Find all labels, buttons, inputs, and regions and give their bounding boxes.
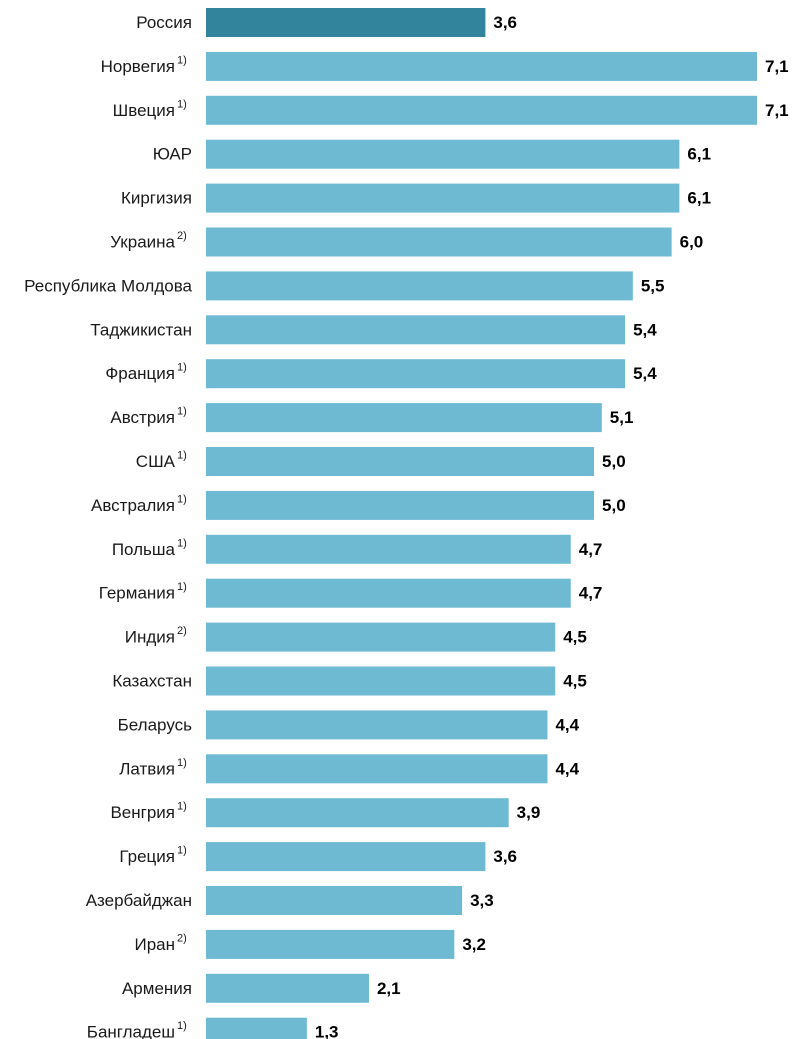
value-label-4: 6,1 — [687, 145, 711, 164]
value-label-2: 7,1 — [765, 57, 789, 76]
category-label-23: Армения — [122, 979, 192, 998]
value-label-22: 3,2 — [462, 935, 486, 954]
value-label-23: 2,1 — [377, 979, 401, 998]
bar-18 — [206, 754, 548, 784]
bar-16 — [206, 666, 556, 696]
footnote-marker-10: 1) — [177, 406, 187, 418]
value-label-24: 1,3 — [315, 1023, 339, 1039]
bar-9 — [206, 359, 626, 389]
bar-6 — [206, 227, 672, 257]
value-label-8: 5,4 — [633, 320, 657, 339]
category-label-5: Киргизия — [121, 189, 192, 208]
category-label-13: Польша — [112, 540, 176, 559]
category-label-2: Норвегия — [101, 57, 175, 76]
category-label-18: Латвия — [119, 759, 175, 778]
value-label-11: 5,0 — [602, 452, 626, 471]
category-label-4: ЮАР — [153, 145, 192, 164]
value-label-18: 4,4 — [555, 759, 579, 778]
category-label-12: Австралия — [91, 496, 175, 515]
bar-3 — [206, 95, 757, 125]
bar-23 — [206, 973, 369, 1003]
bar-14 — [206, 578, 571, 608]
category-label-16: Казахстан — [112, 672, 192, 691]
value-label-6: 6,0 — [680, 233, 704, 252]
bar-17 — [206, 710, 548, 740]
footnote-marker-11: 1) — [177, 450, 187, 462]
category-label-6: Украина — [110, 233, 175, 252]
category-label-10: Австрия — [110, 408, 175, 427]
value-label-16: 4,5 — [563, 672, 587, 691]
bar-10 — [206, 403, 602, 433]
footnote-marker-15: 2) — [177, 625, 187, 637]
bar-22 — [206, 929, 455, 959]
category-label-21: Азербайджан — [86, 891, 192, 910]
bar-20 — [206, 842, 486, 872]
footnote-marker-6: 2) — [177, 230, 187, 242]
footnote-marker-22: 2) — [177, 932, 187, 944]
value-label-20: 3,6 — [493, 847, 517, 866]
category-label-17: Беларусь — [118, 715, 192, 734]
bar-2 — [206, 51, 757, 81]
category-label-3: Швеция — [113, 101, 175, 120]
value-label-7: 5,5 — [641, 276, 665, 295]
category-label-14: Германия — [99, 584, 175, 603]
bar-15 — [206, 622, 556, 652]
category-label-20: Греция — [119, 847, 175, 866]
category-label-1: Россия — [136, 13, 192, 32]
bar-24 — [206, 1017, 307, 1039]
footnote-marker-13: 1) — [177, 537, 187, 549]
bar-1 — [206, 8, 486, 37]
bar-19 — [206, 798, 509, 828]
footnote-marker-3: 1) — [177, 98, 187, 110]
category-label-22: Иран — [134, 935, 175, 954]
value-label-10: 5,1 — [610, 408, 634, 427]
bar-8 — [206, 315, 626, 345]
footnote-marker-19: 1) — [177, 801, 187, 813]
category-label-9: Франция — [105, 364, 175, 383]
bar-7 — [206, 271, 633, 301]
value-label-21: 3,3 — [470, 891, 494, 910]
value-label-1: 3,6 — [493, 13, 517, 32]
value-label-3: 7,1 — [765, 101, 789, 120]
footnote-marker-24: 1) — [177, 1020, 187, 1032]
value-label-9: 5,4 — [633, 364, 657, 383]
footnote-marker-18: 1) — [177, 757, 187, 769]
bar-21 — [206, 886, 463, 915]
category-label-7: Республика Молдова — [24, 276, 192, 295]
footnote-marker-9: 1) — [177, 362, 187, 374]
value-label-15: 4,5 — [563, 628, 587, 647]
value-label-13: 4,7 — [579, 540, 603, 559]
bar-5 — [206, 183, 680, 213]
value-label-14: 4,7 — [579, 584, 603, 603]
bar-4 — [206, 139, 680, 169]
category-label-15: Индия — [125, 628, 175, 647]
category-label-19: Венгрия — [110, 803, 175, 822]
footnote-marker-20: 1) — [177, 845, 187, 857]
value-label-5: 6,1 — [687, 189, 711, 208]
footnote-marker-2: 1) — [177, 54, 187, 66]
bar-11 — [206, 447, 595, 476]
bar-13 — [206, 534, 571, 564]
footnote-marker-14: 1) — [177, 581, 187, 593]
value-label-17: 4,4 — [555, 715, 579, 734]
category-label-11: США — [136, 452, 176, 471]
category-label-8: Таджикистан — [90, 320, 192, 339]
bar-12 — [206, 490, 595, 520]
category-label-24: Бангладеш — [87, 1023, 175, 1039]
value-label-19: 3,9 — [517, 803, 541, 822]
value-label-12: 5,0 — [602, 496, 626, 515]
footnote-marker-12: 1) — [177, 493, 187, 505]
